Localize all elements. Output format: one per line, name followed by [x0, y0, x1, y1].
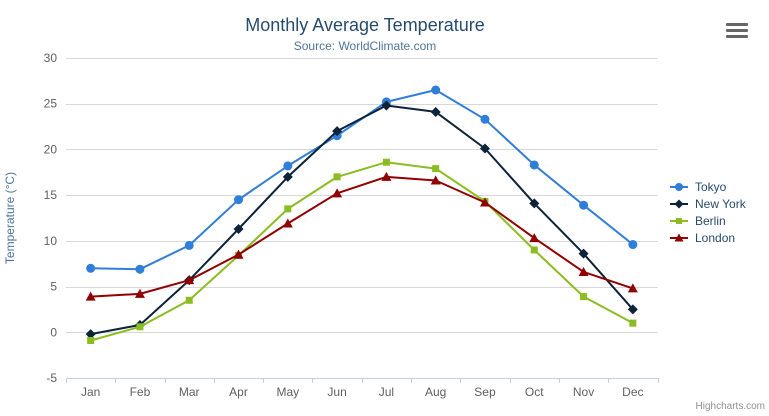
svg-text:Mar: Mar [179, 385, 200, 399]
chart-title: Monthly Average Temperature [245, 15, 485, 35]
y-axis-labels: -5 0 5 10 15 20 25 30 [44, 51, 58, 385]
svg-text:Feb: Feb [130, 385, 151, 399]
legend-item-new-york[interactable]: New York [670, 195, 746, 212]
svg-text:20: 20 [44, 142, 58, 156]
export-menu-button[interactable] [726, 20, 750, 40]
legend-label: Tokyo [695, 179, 727, 194]
legend-item-tokyo[interactable]: Tokyo [670, 178, 746, 195]
svg-text:May: May [276, 385, 299, 399]
svg-text:Dec: Dec [622, 385, 643, 399]
svg-text:25: 25 [44, 97, 58, 111]
x-axis-ticks [66, 378, 659, 383]
svg-text:Aug: Aug [425, 385, 446, 399]
series-tokyo[interactable] [86, 85, 638, 274]
legend: Tokyo New York Berlin London [670, 178, 746, 246]
berlin-series-marker-icon [670, 217, 688, 224]
x-axis-labels: Jan Feb Mar Apr May Jun Jul Aug Sep Oct Nov Dec [81, 385, 644, 399]
svg-text:Jul: Jul [379, 385, 394, 399]
tokyo-series-marker-icon [670, 182, 688, 191]
svg-text:Apr: Apr [229, 385, 248, 399]
legend-label: Berlin [695, 213, 726, 228]
svg-text:0: 0 [50, 325, 57, 339]
new-york-series-marker-icon [670, 199, 688, 208]
legend-item-london[interactable]: London [670, 229, 746, 246]
credits-link[interactable]: Highcharts.com [695, 401, 765, 412]
gridlines [66, 58, 658, 379]
y-axis-title: Temperature (°C) [3, 172, 17, 264]
svg-text:-5: -5 [46, 371, 57, 385]
legend-label: London [695, 230, 736, 245]
series-london[interactable] [85, 171, 638, 301]
series-new-york[interactable] [85, 100, 638, 340]
svg-text:Sep: Sep [474, 385, 496, 399]
london-series-marker-icon [670, 233, 688, 241]
svg-text:Oct: Oct [525, 385, 544, 399]
svg-text:10: 10 [44, 234, 58, 248]
svg-text:15: 15 [44, 188, 58, 202]
svg-text:Nov: Nov [573, 385, 594, 399]
chart-subtitle: Source: WorldClimate.com [293, 39, 437, 53]
legend-item-berlin[interactable]: Berlin [670, 212, 746, 229]
svg-text:Jun: Jun [327, 385, 346, 399]
legend-label: New York [695, 196, 746, 211]
svg-text:5: 5 [50, 280, 57, 294]
hamburger-icon [726, 22, 750, 38]
svg-text:30: 30 [44, 51, 58, 65]
svg-text:Jan: Jan [81, 385, 100, 399]
